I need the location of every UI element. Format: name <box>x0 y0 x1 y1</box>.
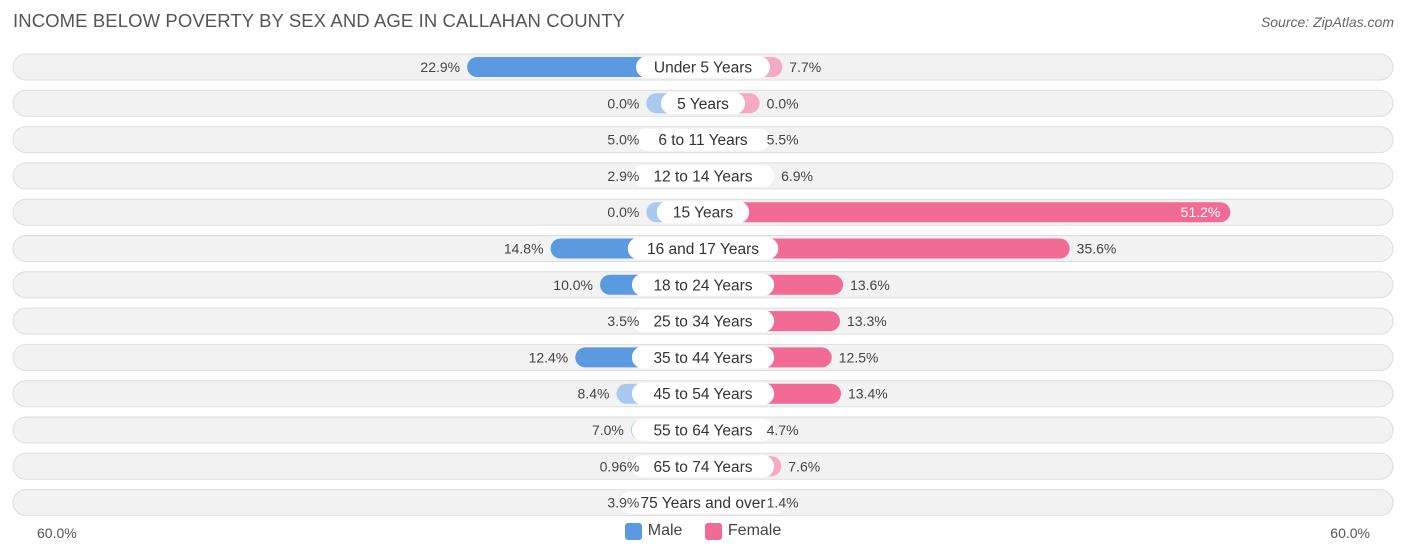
category-pill <box>631 164 775 187</box>
value-label-female: 13.6% <box>850 277 890 293</box>
category-label: 35 to 44 Years <box>653 350 752 367</box>
legend: Male Female <box>0 522 1406 545</box>
value-label-female: 13.3% <box>847 313 887 329</box>
value-label-male: 3.5% <box>607 313 639 329</box>
category-label: 18 to 24 Years <box>653 277 752 294</box>
source-label: Source: ZipAtlas.com <box>1260 14 1394 30</box>
value-label-male: 7.0% <box>592 422 624 438</box>
bar-female <box>703 202 1231 223</box>
category-pill <box>631 273 775 296</box>
value-label-male: 3.9% <box>607 495 639 511</box>
value-label-female: 1.4% <box>767 495 799 511</box>
legend-female: Female <box>704 522 782 540</box>
value-label-male: 12.4% <box>529 349 569 365</box>
category-pill <box>631 310 775 333</box>
category-pill <box>631 382 775 405</box>
category-label: 5 Years <box>677 96 729 113</box>
value-label-male: 22.9% <box>420 59 460 75</box>
value-label-female: 13.4% <box>848 386 888 402</box>
axis-left-label: 60.0% <box>37 525 77 541</box>
category-pill <box>636 128 770 151</box>
legend-female-swatch <box>704 522 722 540</box>
bar-female <box>703 238 1070 259</box>
chart-title: INCOME BELOW POVERTY BY SEX AND AGE IN C… <box>13 10 625 31</box>
value-label-male: 2.9% <box>607 168 639 184</box>
legend-female-label: Female <box>727 522 782 539</box>
value-label-female: 51.2% <box>1181 204 1221 220</box>
legend-male: Male <box>624 522 683 540</box>
value-label-female: 7.7% <box>789 59 821 75</box>
category-pill <box>656 201 750 224</box>
value-label-male: 14.8% <box>504 241 544 257</box>
value-label-female: 4.7% <box>767 422 799 438</box>
category-pill <box>660 92 746 115</box>
category-label: 16 and 17 Years <box>647 241 759 258</box>
value-label-male: 0.0% <box>607 95 639 111</box>
category-label: 65 to 74 Years <box>653 459 752 476</box>
category-pill <box>627 237 779 260</box>
legend-male-label: Male <box>647 522 683 539</box>
category-label: 45 to 54 Years <box>653 386 752 403</box>
value-label-female: 12.5% <box>839 349 879 365</box>
category-label: 75 Years and over <box>641 495 766 512</box>
category-label: Under 5 Years <box>654 60 752 77</box>
value-label-female: 0.0% <box>767 95 799 111</box>
value-label-male: 8.4% <box>578 386 610 402</box>
category-label: 25 to 34 Years <box>653 314 752 331</box>
category-pill <box>619 491 787 514</box>
value-label-male: 0.0% <box>607 204 639 220</box>
value-label-female: 6.9% <box>781 168 813 184</box>
category-pill <box>631 419 775 441</box>
value-label-female: 35.6% <box>1077 241 1117 257</box>
category-pill <box>631 455 775 478</box>
value-label-male: 0.96% <box>600 458 640 474</box>
axis-right-label: 60.0% <box>1330 525 1370 541</box>
value-label-female: 7.6% <box>788 458 820 474</box>
category-pill <box>636 56 770 78</box>
value-label-female: 5.5% <box>767 132 799 148</box>
category-pill <box>631 346 775 369</box>
category-label: 12 to 14 Years <box>653 168 752 185</box>
legend-male-swatch <box>624 522 642 540</box>
poverty-chart: Under 5 Years 22.9% 7.7% 5 Years 0.0% 0.0% 6 t… <box>12 53 1394 517</box>
category-label: 6 to 11 Years <box>658 132 748 149</box>
value-label-male: 5.0% <box>607 132 639 148</box>
category-label: 15 Years <box>673 205 734 222</box>
value-label-male: 10.0% <box>553 277 593 293</box>
category-label: 55 to 64 Years <box>653 423 752 440</box>
